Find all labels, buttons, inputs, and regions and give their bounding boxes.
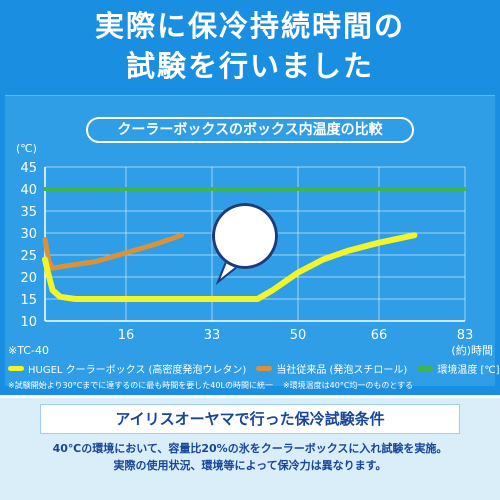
x-tick-label: 33: [204, 328, 221, 343]
y-tick-label: 15: [20, 293, 37, 308]
y-tick-label: 20: [20, 271, 37, 286]
y-tick-label: 10: [20, 315, 37, 330]
heading-line-2: 試験を行いました: [125, 49, 374, 83]
series-line-1: [42, 232, 185, 271]
y-tick-label: 40: [20, 183, 37, 198]
conditions-line-2: 実際の使用状況、環境等によって保冷力は異なります。: [113, 459, 387, 472]
x-tick-label: 83: [457, 328, 474, 343]
chart-legend: HUGEL クーラーボックス (高密度発泡ウレタン) 当社従来品 (発泡スチロー…: [8, 361, 500, 376]
test-conditions: アイリスオーヤマで行った保冷試験条件 40℃の環境において、容量比20%の氷をク…: [0, 395, 500, 500]
footnotes: ※試験開始より30°Cまでに達するのに最も時間を要した40Lの時間に統一 ※環境…: [8, 380, 413, 391]
legend-label-hugel: HUGEL クーラーボックス (高密度発泡ウレタン): [28, 365, 247, 376]
legend-swatch-competitor: [256, 366, 273, 371]
model-note: ※TC-40: [8, 344, 49, 357]
heading-line-1: 実際に保冷持続時間の: [94, 9, 405, 43]
conditions-line-1: 40℃の環境において、容量比20%の氷をクーラーボックスに入れ試験を実施。: [52, 442, 448, 455]
badge-circle: [212, 203, 278, 269]
legend-item-competitor: 当社従来品 (発泡スチロール): [256, 361, 407, 376]
legend-swatch-hugel: [8, 366, 24, 371]
legend-label-competitor: 当社従来品 (発泡スチロール): [276, 365, 408, 376]
footnote-left: ※試験開始より30°Cまでに達するのに最も時間を要した40Lの時間に統一: [8, 381, 273, 390]
conditions-description: 40℃の環境において、容量比20%の氷をクーラーボックスに入れ試験を実施。 実際…: [0, 440, 500, 474]
x-tick-label: 50: [290, 328, 307, 343]
page-heading: 実際に保冷持続時間の 試験を行いました: [0, 6, 500, 86]
legend-label-ambient: 環境温度 [℃]: [437, 365, 500, 376]
y-tick-label: 45: [20, 161, 37, 176]
legend-item-hugel: HUGEL クーラーボックス (高密度発泡ウレタン): [8, 361, 246, 376]
conditions-title: アイリスオーヤマで行った保冷試験条件: [40, 404, 460, 434]
y-tick-label: 30: [20, 227, 37, 242]
legend-swatch-ambient: [417, 366, 434, 371]
x-tick-label: 66: [371, 328, 388, 343]
series-line-0: [42, 232, 418, 302]
y-axis-label: (℃): [16, 142, 37, 155]
y-tick-label: 25: [20, 249, 37, 264]
legend-item-ambient: 環境温度 [℃]: [417, 361, 500, 376]
y-tick-label: 35: [20, 205, 37, 220]
x-tick-label: 16: [118, 328, 135, 343]
chart-title: クーラーボックスのボックス内温度の比較: [86, 117, 414, 143]
x-axis-label: (約)時間: [451, 343, 493, 357]
footnote-right: ※環境温度は40°C均一のものとする: [282, 381, 414, 390]
